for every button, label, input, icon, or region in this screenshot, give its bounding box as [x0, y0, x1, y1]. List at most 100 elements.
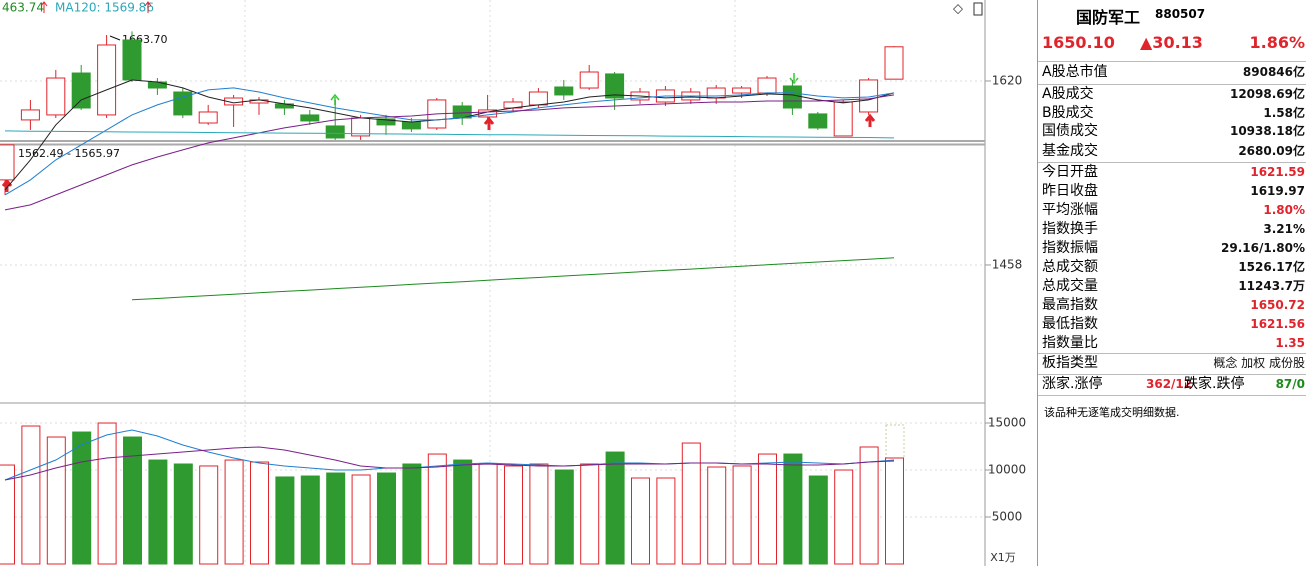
- candle-body: [97, 44, 117, 116]
- stat-label: 板指类型: [1042, 355, 1098, 371]
- breadth-label: 跌家.跌停: [1184, 376, 1245, 392]
- stat-label: 最高指数: [1042, 297, 1098, 313]
- stat-value: 1526.17亿: [1238, 260, 1305, 274]
- volume-bar: [885, 457, 904, 565]
- volume-bar: [0, 464, 15, 565]
- stat-value: 1650.72: [1250, 298, 1305, 312]
- candle-body: [300, 114, 320, 122]
- stat-value: 10938.18亿: [1229, 124, 1305, 138]
- volume-bar: [123, 436, 142, 565]
- y-tick-label: 1458: [992, 257, 1023, 271]
- stat-value: 2680.09亿: [1238, 144, 1305, 158]
- y-tick-label: 1620: [992, 73, 1023, 87]
- change: ▲30.13: [1140, 33, 1203, 52]
- candle-body: [198, 111, 218, 124]
- ma-line: [4, 87, 895, 196]
- volume-bar: [732, 465, 752, 565]
- volume-bar: [453, 459, 473, 565]
- buy-arrow: [864, 113, 876, 127]
- stat-value: 1619.97: [1250, 184, 1305, 198]
- stat-label: A股总市值: [1042, 64, 1108, 80]
- candle-body: [325, 125, 345, 139]
- stat-label: 基金成交: [1042, 143, 1098, 159]
- stat-value: 概念 加权 成份股: [1213, 356, 1305, 370]
- stat-value: 11243.7万: [1238, 279, 1305, 293]
- stat-value: 1.80%: [1263, 203, 1305, 217]
- volume-bar: [326, 472, 346, 565]
- volume-bar: [631, 477, 650, 565]
- index-name: 国防军工: [1076, 8, 1141, 27]
- stat-row: 国债成交 10938.18亿: [1042, 122, 1305, 141]
- stat-value: 12098.69亿: [1229, 87, 1305, 101]
- volume-bar: [707, 466, 727, 565]
- stat-label: 总成交量: [1042, 278, 1098, 294]
- stat-value: 890846亿: [1242, 65, 1305, 79]
- candle-body: [376, 118, 396, 126]
- volume-bar: [377, 472, 396, 565]
- ma-line: [4, 94, 895, 211]
- y-tick-label: 5000: [992, 510, 1023, 524]
- breadth-value: 87/0: [1275, 377, 1305, 391]
- volume-bar: [783, 453, 803, 565]
- candle-body: [732, 87, 752, 94]
- stat-label: 总成交额: [1042, 259, 1098, 275]
- candle-body: [71, 72, 91, 109]
- stat-label: A股成交: [1042, 86, 1094, 102]
- volume-bar: [224, 459, 244, 565]
- breadth-label: 涨家.涨停: [1042, 376, 1103, 392]
- stat-label: 指数换手: [1042, 221, 1098, 237]
- note: 该品种无逐笔成交明细数据.: [1044, 406, 1180, 419]
- stat-label: 今日开盘: [1042, 164, 1098, 180]
- volume-bar: [554, 469, 574, 565]
- stat-label: 最低指数: [1042, 316, 1098, 332]
- candle-body: [147, 81, 167, 89]
- separator: [1038, 84, 1306, 85]
- stat-row: 总成交量 11243.7万: [1042, 277, 1305, 296]
- annotation: 1562.49 - 1565.97: [18, 147, 120, 160]
- separator: [1038, 353, 1306, 354]
- candle-body: [554, 86, 574, 96]
- candle-body: [46, 77, 66, 116]
- stat-row: 总成交额 1526.17亿: [1042, 258, 1305, 277]
- volume-bar: [504, 465, 523, 565]
- stat-value: 3.21%: [1263, 222, 1305, 236]
- separator: [1038, 395, 1306, 396]
- volume-bar: [427, 453, 447, 565]
- stat-value: 1621.56: [1250, 317, 1305, 331]
- ma-line: [4, 130, 895, 139]
- volume-bar: [681, 442, 701, 565]
- volume-bar: [199, 465, 219, 565]
- quote-panel: 国防军工 880507 1650.10 ▲30.13 1.86% A股总市值 89…: [1037, 0, 1306, 566]
- stat-row: 基金成交 2680.09亿: [1042, 142, 1305, 161]
- stat-label: B股成交: [1042, 105, 1094, 121]
- stat-row: 最高指数 1650.72: [1042, 296, 1305, 315]
- volume-bar: [173, 463, 193, 565]
- volume-bar: [351, 474, 371, 565]
- stat-value: 1621.59: [1250, 165, 1305, 179]
- icon-diamond[interactable]: ◇: [953, 2, 963, 17]
- legend-entry: MA120: 1569.86: [55, 1, 154, 15]
- stat-row: 今日开盘 1621.59: [1042, 163, 1305, 182]
- stat-row: 昨日收盘 1619.97: [1042, 182, 1305, 201]
- icon-window[interactable]: [973, 2, 983, 16]
- candle-body: [706, 87, 726, 99]
- volume-bar: [656, 477, 676, 565]
- stat-row: 平均涨幅 1.80%: [1042, 201, 1305, 220]
- stat-value: 1.58亿: [1263, 106, 1305, 120]
- y-tick-label: 10000: [988, 463, 1026, 477]
- legend-arrow: [144, 1, 152, 13]
- stat-row: 指数换手 3.21%: [1042, 220, 1305, 239]
- index-code: 880507: [1155, 7, 1206, 21]
- volume-bar: [72, 431, 92, 565]
- y-tick-label: 15000: [988, 416, 1026, 430]
- stat-label: 指数振幅: [1042, 240, 1098, 256]
- annotation-pointer: [109, 35, 121, 41]
- candle-body: [757, 77, 777, 94]
- separator: [1038, 61, 1306, 62]
- legend-entry: 463.74: [2, 1, 44, 15]
- volume-bar: [97, 422, 117, 565]
- stat-value: 1.35: [1275, 336, 1305, 350]
- candle-body: [122, 39, 142, 81]
- volume-bar: [402, 463, 422, 565]
